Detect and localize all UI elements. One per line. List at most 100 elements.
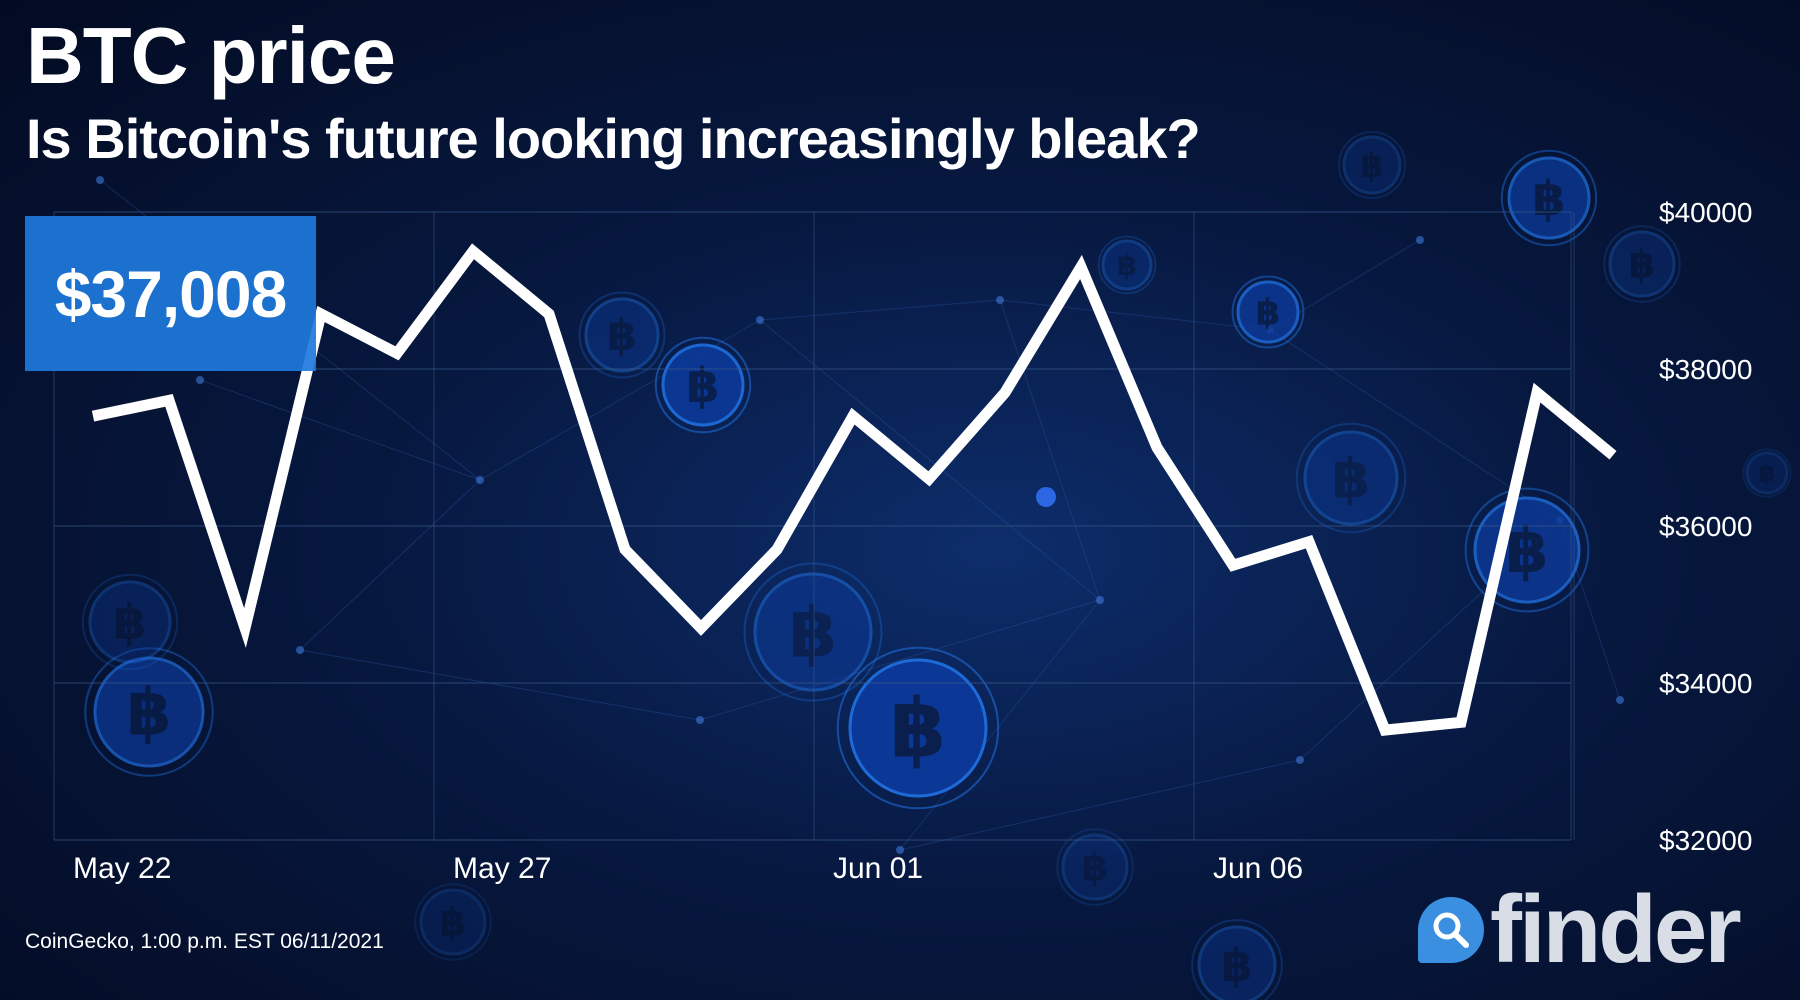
coin-face	[419, 888, 487, 956]
coin-symbol: ฿	[1360, 146, 1383, 185]
coin-face	[661, 343, 745, 427]
network-node	[196, 376, 204, 384]
network-line	[899, 759, 1301, 851]
coin-symbol: ฿	[440, 900, 467, 945]
coin-symbol: ฿	[1221, 939, 1253, 992]
coin-ring	[1295, 422, 1407, 534]
bitcoin-coin-icon: ฿	[84, 647, 214, 777]
bitcoin-coin-icon: ฿	[654, 336, 752, 434]
chart-title: BTC price	[26, 11, 396, 100]
network-node	[756, 316, 764, 324]
network-node	[896, 846, 904, 854]
network-node	[1096, 596, 1104, 604]
bitcoin-coin-icon: ฿	[414, 883, 492, 961]
coin-face	[1303, 430, 1399, 526]
coin-face	[1236, 280, 1300, 344]
chart-subtitle: Is Bitcoin's future looking increasingly…	[26, 107, 1201, 170]
coin-symbol: ฿	[1117, 248, 1137, 282]
coin-symbol: ฿	[607, 311, 637, 361]
network-line	[759, 299, 1001, 321]
y-tick-label: $40000	[1659, 197, 1752, 228]
network-line	[199, 379, 481, 481]
bitcoin-coin-icon: ฿	[81, 573, 179, 671]
bitcoin-coin-icon: ฿	[1603, 225, 1681, 303]
network-line	[699, 599, 1101, 721]
network-node	[96, 176, 104, 184]
bitcoin-coin-icon: ฿	[1097, 235, 1157, 295]
current-price-badge: $37,008	[25, 216, 316, 371]
bitcoin-coin-icon: ฿	[1056, 828, 1134, 906]
bitcoin-coin-icon: ฿	[1337, 130, 1407, 200]
coin-ring	[1337, 130, 1407, 200]
coin-ring	[1056, 828, 1134, 906]
x-tick-label: May 27	[453, 852, 551, 885]
network-line	[299, 649, 701, 721]
coin-ring	[1464, 487, 1590, 613]
coin-symbol: ฿	[126, 676, 171, 751]
coin-symbol: ฿	[686, 358, 719, 414]
coin-face	[1507, 156, 1591, 240]
network-node	[296, 646, 304, 654]
bitcoin-coin-icon: ฿	[578, 291, 666, 379]
coin-symbol: ฿	[1532, 171, 1565, 227]
bitcoin-coin-icon: ฿	[1295, 422, 1407, 534]
network-node	[1616, 696, 1624, 704]
coin-face	[1101, 239, 1153, 291]
coin-ring	[84, 647, 214, 777]
network-node	[1416, 236, 1424, 244]
network-line	[759, 319, 1101, 601]
coin-symbol: ฿	[113, 595, 146, 651]
coin-ring	[81, 573, 179, 671]
coin-ring	[578, 291, 666, 379]
coin-face	[93, 656, 205, 768]
coin-ring	[1500, 149, 1598, 247]
bitcoin-coin-icon: ฿	[1191, 919, 1283, 1000]
network-line	[999, 299, 1271, 331]
coin-ring	[414, 883, 492, 961]
coin-face	[1061, 833, 1129, 901]
coin-symbol: ฿	[1082, 845, 1109, 890]
coin-ring	[1231, 275, 1305, 349]
y-tick-label: $34000	[1659, 668, 1752, 699]
finder-logo: finder	[1418, 882, 1742, 978]
coin-ring	[1097, 235, 1157, 295]
x-tick-label: May 22	[73, 852, 171, 885]
coin-face	[88, 580, 172, 664]
network-line	[299, 479, 481, 651]
bitcoin-coin-icon: ฿	[743, 562, 883, 702]
coin-ring	[743, 562, 883, 702]
network-node	[476, 476, 484, 484]
network-line	[999, 299, 1101, 601]
network-node	[996, 296, 1004, 304]
series-line	[91, 243, 1617, 736]
coin-symbol: ฿	[1629, 242, 1656, 287]
coin-face	[1745, 451, 1789, 495]
bitcoin-coin-icon: ฿	[836, 646, 1000, 810]
search-icon	[1418, 897, 1484, 963]
y-tick-label: $32000	[1659, 825, 1752, 856]
coin-symbol: ฿	[1255, 293, 1280, 334]
bitcoin-coin-icon: ฿	[1500, 149, 1598, 247]
coin-ring	[836, 646, 1000, 810]
source-caption: CoinGecko, 1:00 p.m. EST 06/11/2021	[25, 930, 384, 953]
network-node	[1036, 487, 1056, 507]
coin-face	[848, 658, 988, 798]
bitcoin-coin-icon: ฿	[1742, 448, 1792, 498]
coin-face	[753, 572, 873, 692]
coin-face	[1342, 135, 1402, 195]
coin-ring	[654, 336, 752, 434]
bitcoin-coin-icon: ฿	[1231, 275, 1305, 349]
coin-face	[584, 297, 660, 373]
coin-ring	[1191, 919, 1283, 1000]
network-node	[696, 716, 704, 724]
y-tick-label: $38000	[1659, 354, 1752, 385]
coin-symbol: ฿	[1759, 459, 1776, 487]
coin-symbol: ฿	[890, 682, 947, 777]
coin-face	[1197, 925, 1277, 1000]
y-tick-label: $36000	[1659, 511, 1752, 542]
x-tick-label: Jun 01	[833, 852, 923, 885]
coin-face	[1608, 230, 1676, 298]
coin-ring	[1742, 448, 1792, 498]
coin-face	[1473, 496, 1581, 604]
